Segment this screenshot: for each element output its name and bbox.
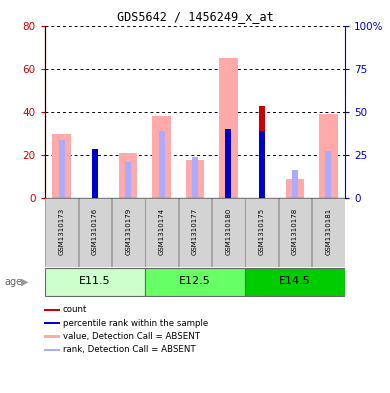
Text: value, Detection Call = ABSENT: value, Detection Call = ABSENT [63, 332, 200, 341]
Bar [179, 198, 211, 267]
Bar [145, 268, 245, 296]
Bar [44, 309, 60, 311]
Bar [186, 160, 204, 198]
Text: GSM1310174: GSM1310174 [159, 208, 165, 255]
Bar [312, 198, 345, 267]
Text: GSM1310177: GSM1310177 [192, 208, 198, 255]
Text: ▶: ▶ [21, 277, 28, 287]
Bar [92, 149, 98, 198]
Bar [225, 129, 231, 198]
Bar [326, 151, 332, 198]
Bar [112, 198, 145, 267]
Text: E11.5: E11.5 [79, 276, 111, 286]
Bar [279, 198, 312, 267]
Text: GSM1310179: GSM1310179 [125, 208, 131, 255]
Text: GSM1310178: GSM1310178 [292, 208, 298, 255]
Bar [319, 114, 338, 198]
Bar [44, 322, 60, 324]
Text: GDS5642 / 1456249_x_at: GDS5642 / 1456249_x_at [117, 10, 273, 23]
Bar [159, 131, 165, 198]
Bar [119, 153, 137, 198]
Text: GSM1310175: GSM1310175 [259, 208, 265, 255]
Bar [52, 134, 71, 198]
Bar [212, 198, 245, 267]
Text: GSM1310173: GSM1310173 [58, 208, 64, 255]
Bar [259, 131, 265, 198]
Text: rank, Detection Call = ABSENT: rank, Detection Call = ABSENT [63, 345, 195, 354]
Text: GSM1310180: GSM1310180 [225, 208, 231, 255]
Bar [245, 198, 278, 267]
Text: GSM1310176: GSM1310176 [92, 208, 98, 255]
Bar [292, 170, 298, 198]
Bar [145, 198, 178, 267]
Bar [225, 129, 231, 198]
Bar [92, 153, 98, 198]
Bar [219, 58, 238, 198]
Bar [286, 179, 304, 198]
Text: count: count [63, 305, 87, 314]
Bar [152, 116, 171, 198]
Bar [45, 268, 145, 296]
Text: age: age [4, 277, 22, 287]
Text: E12.5: E12.5 [179, 276, 211, 286]
Bar [58, 140, 64, 198]
Bar [245, 268, 345, 296]
Bar [259, 105, 265, 198]
Text: percentile rank within the sample: percentile rank within the sample [63, 319, 208, 328]
Text: E14.5: E14.5 [279, 276, 311, 286]
Bar [78, 198, 111, 267]
Bar [44, 349, 60, 351]
Bar [125, 162, 131, 198]
Bar [44, 335, 60, 338]
Bar [192, 157, 198, 198]
Text: GSM1310181: GSM1310181 [326, 208, 332, 255]
Bar [45, 198, 78, 267]
